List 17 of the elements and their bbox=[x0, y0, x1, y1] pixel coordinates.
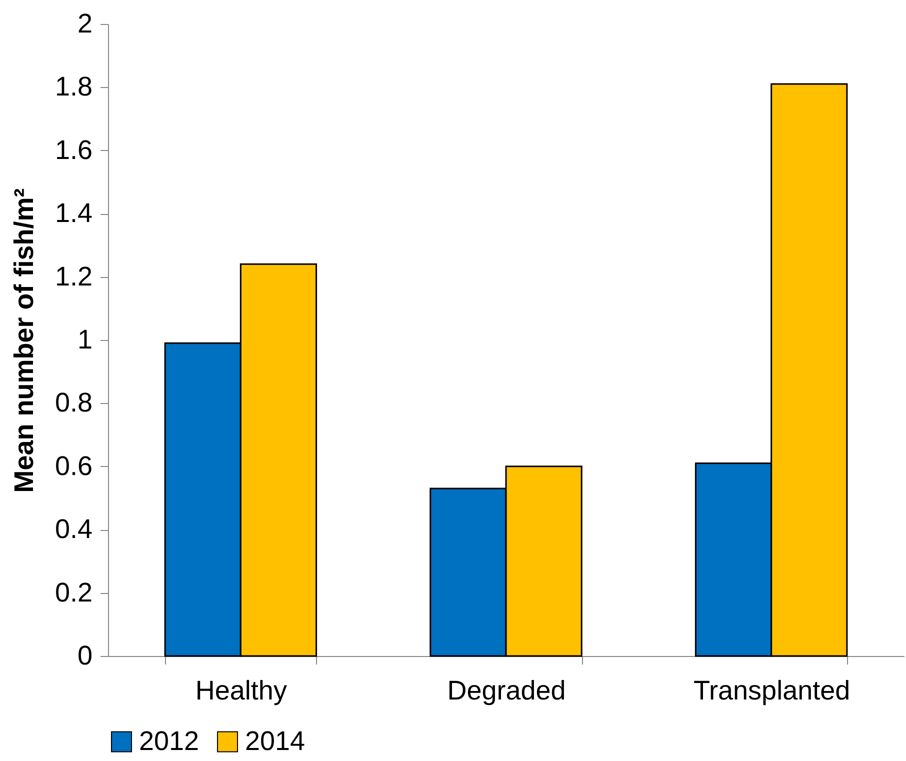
y-tick-label: 1.2 bbox=[54, 261, 92, 292]
y-tick-label: 0.8 bbox=[54, 388, 92, 418]
y-tick-label: 1 bbox=[77, 324, 92, 354]
y-tick-label: 1.4 bbox=[54, 198, 92, 228]
legend-label: 2014 bbox=[245, 726, 306, 756]
x-tick-label: Degraded bbox=[447, 676, 566, 706]
y-tick-label: 2 bbox=[77, 8, 92, 38]
x-tick-label: Transplanted bbox=[694, 676, 850, 706]
y-tick-label: 0.4 bbox=[54, 514, 92, 544]
y-axis-title: Mean number of fish/m² bbox=[8, 188, 39, 493]
y-tick-label: 0 bbox=[77, 640, 92, 670]
x-tick-label: Healthy bbox=[195, 676, 288, 706]
y-tick-label: 1.8 bbox=[54, 72, 92, 102]
legend-label: 2012 bbox=[139, 726, 200, 756]
y-tick-label: 0.2 bbox=[54, 577, 92, 608]
y-tick-label: 1.6 bbox=[54, 134, 92, 165]
y-tick-label: 0.6 bbox=[54, 450, 92, 481]
